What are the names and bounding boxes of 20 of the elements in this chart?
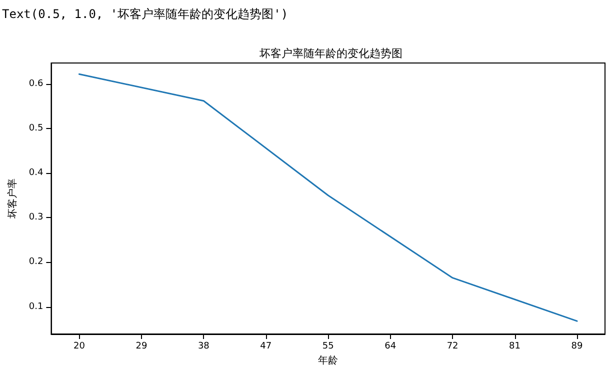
x-tick-label: 29 [136, 342, 148, 352]
y-tick-label: 0.3 [28, 212, 44, 223]
x-tick-label: 47 [260, 342, 272, 352]
y-axis-title: 坏客户率 [6, 178, 18, 220]
y-tick-label: 0.2 [28, 257, 44, 268]
text: Text(0.5, 1.0, '坏客户率随年龄的变化趋势图') [2, 7, 288, 21]
x-tick-label: 72 [446, 342, 458, 352]
x-tick-label: 38 [198, 342, 210, 352]
y-tick-label: 0.4 [28, 168, 44, 178]
chart-title: 坏客户率随年龄的变化趋势图 [258, 47, 402, 60]
x-tick-label: 89 [571, 342, 583, 352]
y-tick-label: 0.6 [28, 78, 44, 89]
x-tick-label: 20 [73, 342, 86, 352]
y-tick-label: 0.5 [28, 124, 44, 134]
x-axis-title: 年龄 [318, 354, 338, 366]
x-tick-label: 81 [509, 342, 521, 352]
line-series [78, 73, 578, 322]
x-tick-label: 64 [384, 342, 396, 352]
x-tick-label: 55 [322, 342, 334, 352]
y-tick-label: 0.1 [28, 302, 44, 312]
